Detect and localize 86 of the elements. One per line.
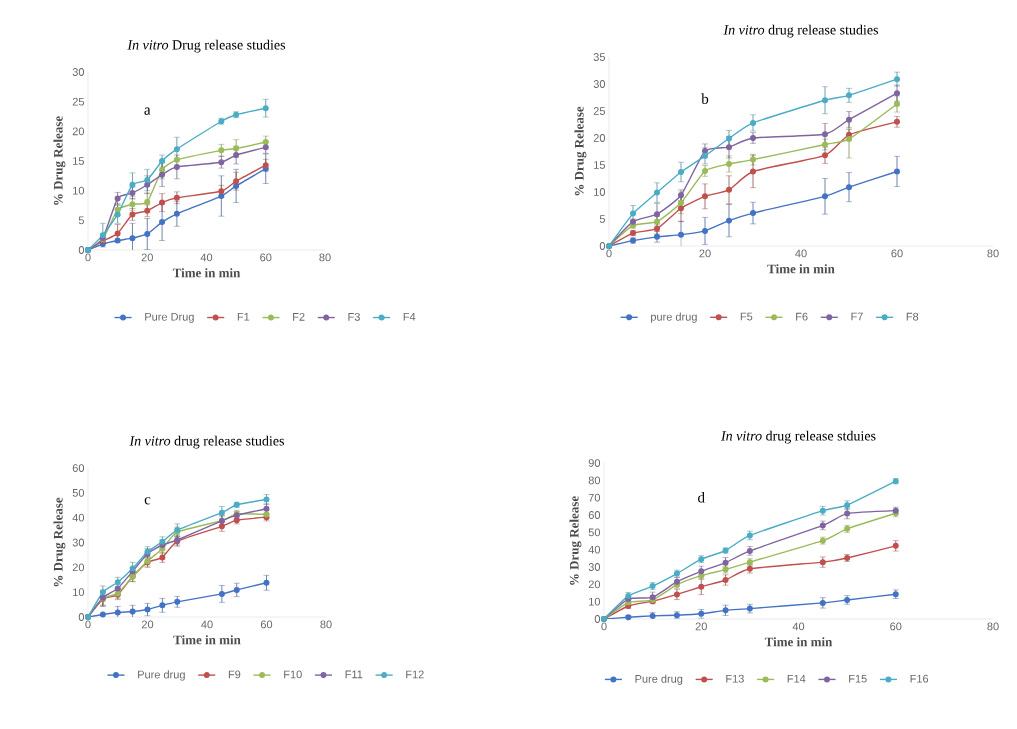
chart-title: In vitro drug release studies: [723, 24, 879, 38]
x-tick-label: 20: [141, 620, 154, 629]
x-tick-label: 20: [699, 249, 711, 258]
x-tick-label: 40: [792, 622, 805, 631]
legend-label: F16: [910, 674, 929, 683]
legend-label: F5: [740, 312, 753, 321]
y-tick-label: 0: [78, 613, 85, 621]
legend-label: F3: [348, 312, 360, 321]
y-axis-title: % Drug Release: [53, 497, 66, 587]
legend-label: F7: [851, 312, 863, 321]
y-tick-label: 0: [594, 615, 601, 623]
y-tick-label: 80: [588, 476, 601, 485]
chart-title: In vitro drug release studies: [129, 435, 284, 449]
y-tick-label: 60: [72, 464, 85, 472]
x-tick-label: 40: [201, 620, 213, 629]
y-tick-label: 10: [73, 186, 85, 195]
x-axis-title: Time in min: [173, 635, 241, 645]
y-axis-title: % Drug Release: [53, 116, 66, 205]
y-tick-label: 90: [588, 459, 601, 467]
y-tick-label: 60: [588, 511, 601, 519]
y-tick-label: 30: [72, 538, 85, 547]
x-tick-label: 60: [260, 620, 273, 629]
chart-title: In vitro Drug release studies: [127, 39, 286, 53]
legend-label: F9: [228, 670, 241, 679]
x-tick-label: 80: [319, 253, 331, 262]
x-tick-label: 80: [987, 249, 999, 258]
annotation: d: [698, 492, 705, 503]
legend-label: F13: [726, 674, 744, 683]
chart-title: In vitro drug release stduies: [720, 430, 876, 444]
y-tick-label: 20: [72, 563, 85, 572]
y-axis-title: % Drug Release: [574, 106, 587, 196]
annotation: b: [701, 93, 709, 104]
y-tick-label: 10: [594, 188, 606, 196]
y-tick-label: 25: [593, 107, 605, 115]
x-tick-label: 0: [85, 620, 91, 629]
legend-label: F1: [237, 313, 250, 321]
y-tick-label: 5: [78, 216, 84, 225]
x-tick-label: 60: [260, 253, 272, 262]
legend-label: pure drug: [651, 312, 697, 323]
y-tick-label: 25: [72, 97, 84, 106]
y-tick-label: 30: [593, 80, 606, 88]
y-tick-label: 50: [72, 488, 85, 497]
x-tick-label: 0: [85, 253, 91, 262]
y-tick-label: 50: [588, 528, 601, 537]
y-tick-label: 40: [588, 545, 601, 554]
legend-label: Pure drug: [138, 670, 185, 681]
y-tick-label: 5: [599, 215, 605, 223]
y-tick-label: 20: [593, 134, 606, 142]
legend-label: F8: [906, 312, 919, 321]
y-tick-label: 10: [73, 588, 85, 597]
legend-label: F4: [403, 313, 416, 321]
y-tick-label: 20: [588, 580, 601, 589]
x-tick-label: 20: [141, 253, 153, 262]
x-axis-title: Time in min: [767, 264, 835, 274]
x-tick-label: 60: [891, 249, 903, 258]
legend-label: F2: [293, 312, 305, 321]
legend-label: F10: [284, 670, 302, 679]
x-axis-title: Time in min: [172, 268, 241, 278]
x-axis-title: Time in min: [764, 637, 833, 647]
x-tick-label: 80: [987, 622, 999, 631]
annotation: c: [144, 497, 151, 505]
y-tick-label: 15: [594, 161, 605, 169]
legend-label: F11: [345, 670, 363, 679]
y-tick-label: 15: [73, 157, 84, 165]
y-tick-label: 30: [72, 68, 85, 76]
x-tick-label: 80: [320, 620, 332, 629]
x-tick-label: 40: [795, 249, 807, 258]
y-tick-label: 40: [72, 513, 85, 522]
x-tick-label: 20: [695, 622, 707, 631]
y-tick-label: 0: [599, 242, 606, 250]
x-tick-label: 60: [890, 622, 902, 631]
legend-label: F12: [406, 670, 424, 679]
y-tick-label: 35: [593, 53, 605, 61]
y-tick-label: 20: [72, 127, 85, 136]
x-tick-label: 0: [606, 249, 612, 258]
legend-label: Pure drug: [635, 674, 683, 685]
legend-label: F14: [787, 674, 806, 683]
y-axis-title: % Drug Release: [569, 496, 582, 585]
legend-label: Pure Drug: [145, 313, 194, 323]
legend-label: F15: [849, 674, 867, 683]
annotation: a: [144, 107, 151, 115]
x-tick-label: 40: [200, 253, 213, 262]
y-tick-label: 70: [588, 493, 601, 502]
y-tick-label: 30: [588, 563, 601, 571]
legend-label: F6: [796, 312, 808, 321]
y-tick-label: 10: [589, 597, 601, 606]
